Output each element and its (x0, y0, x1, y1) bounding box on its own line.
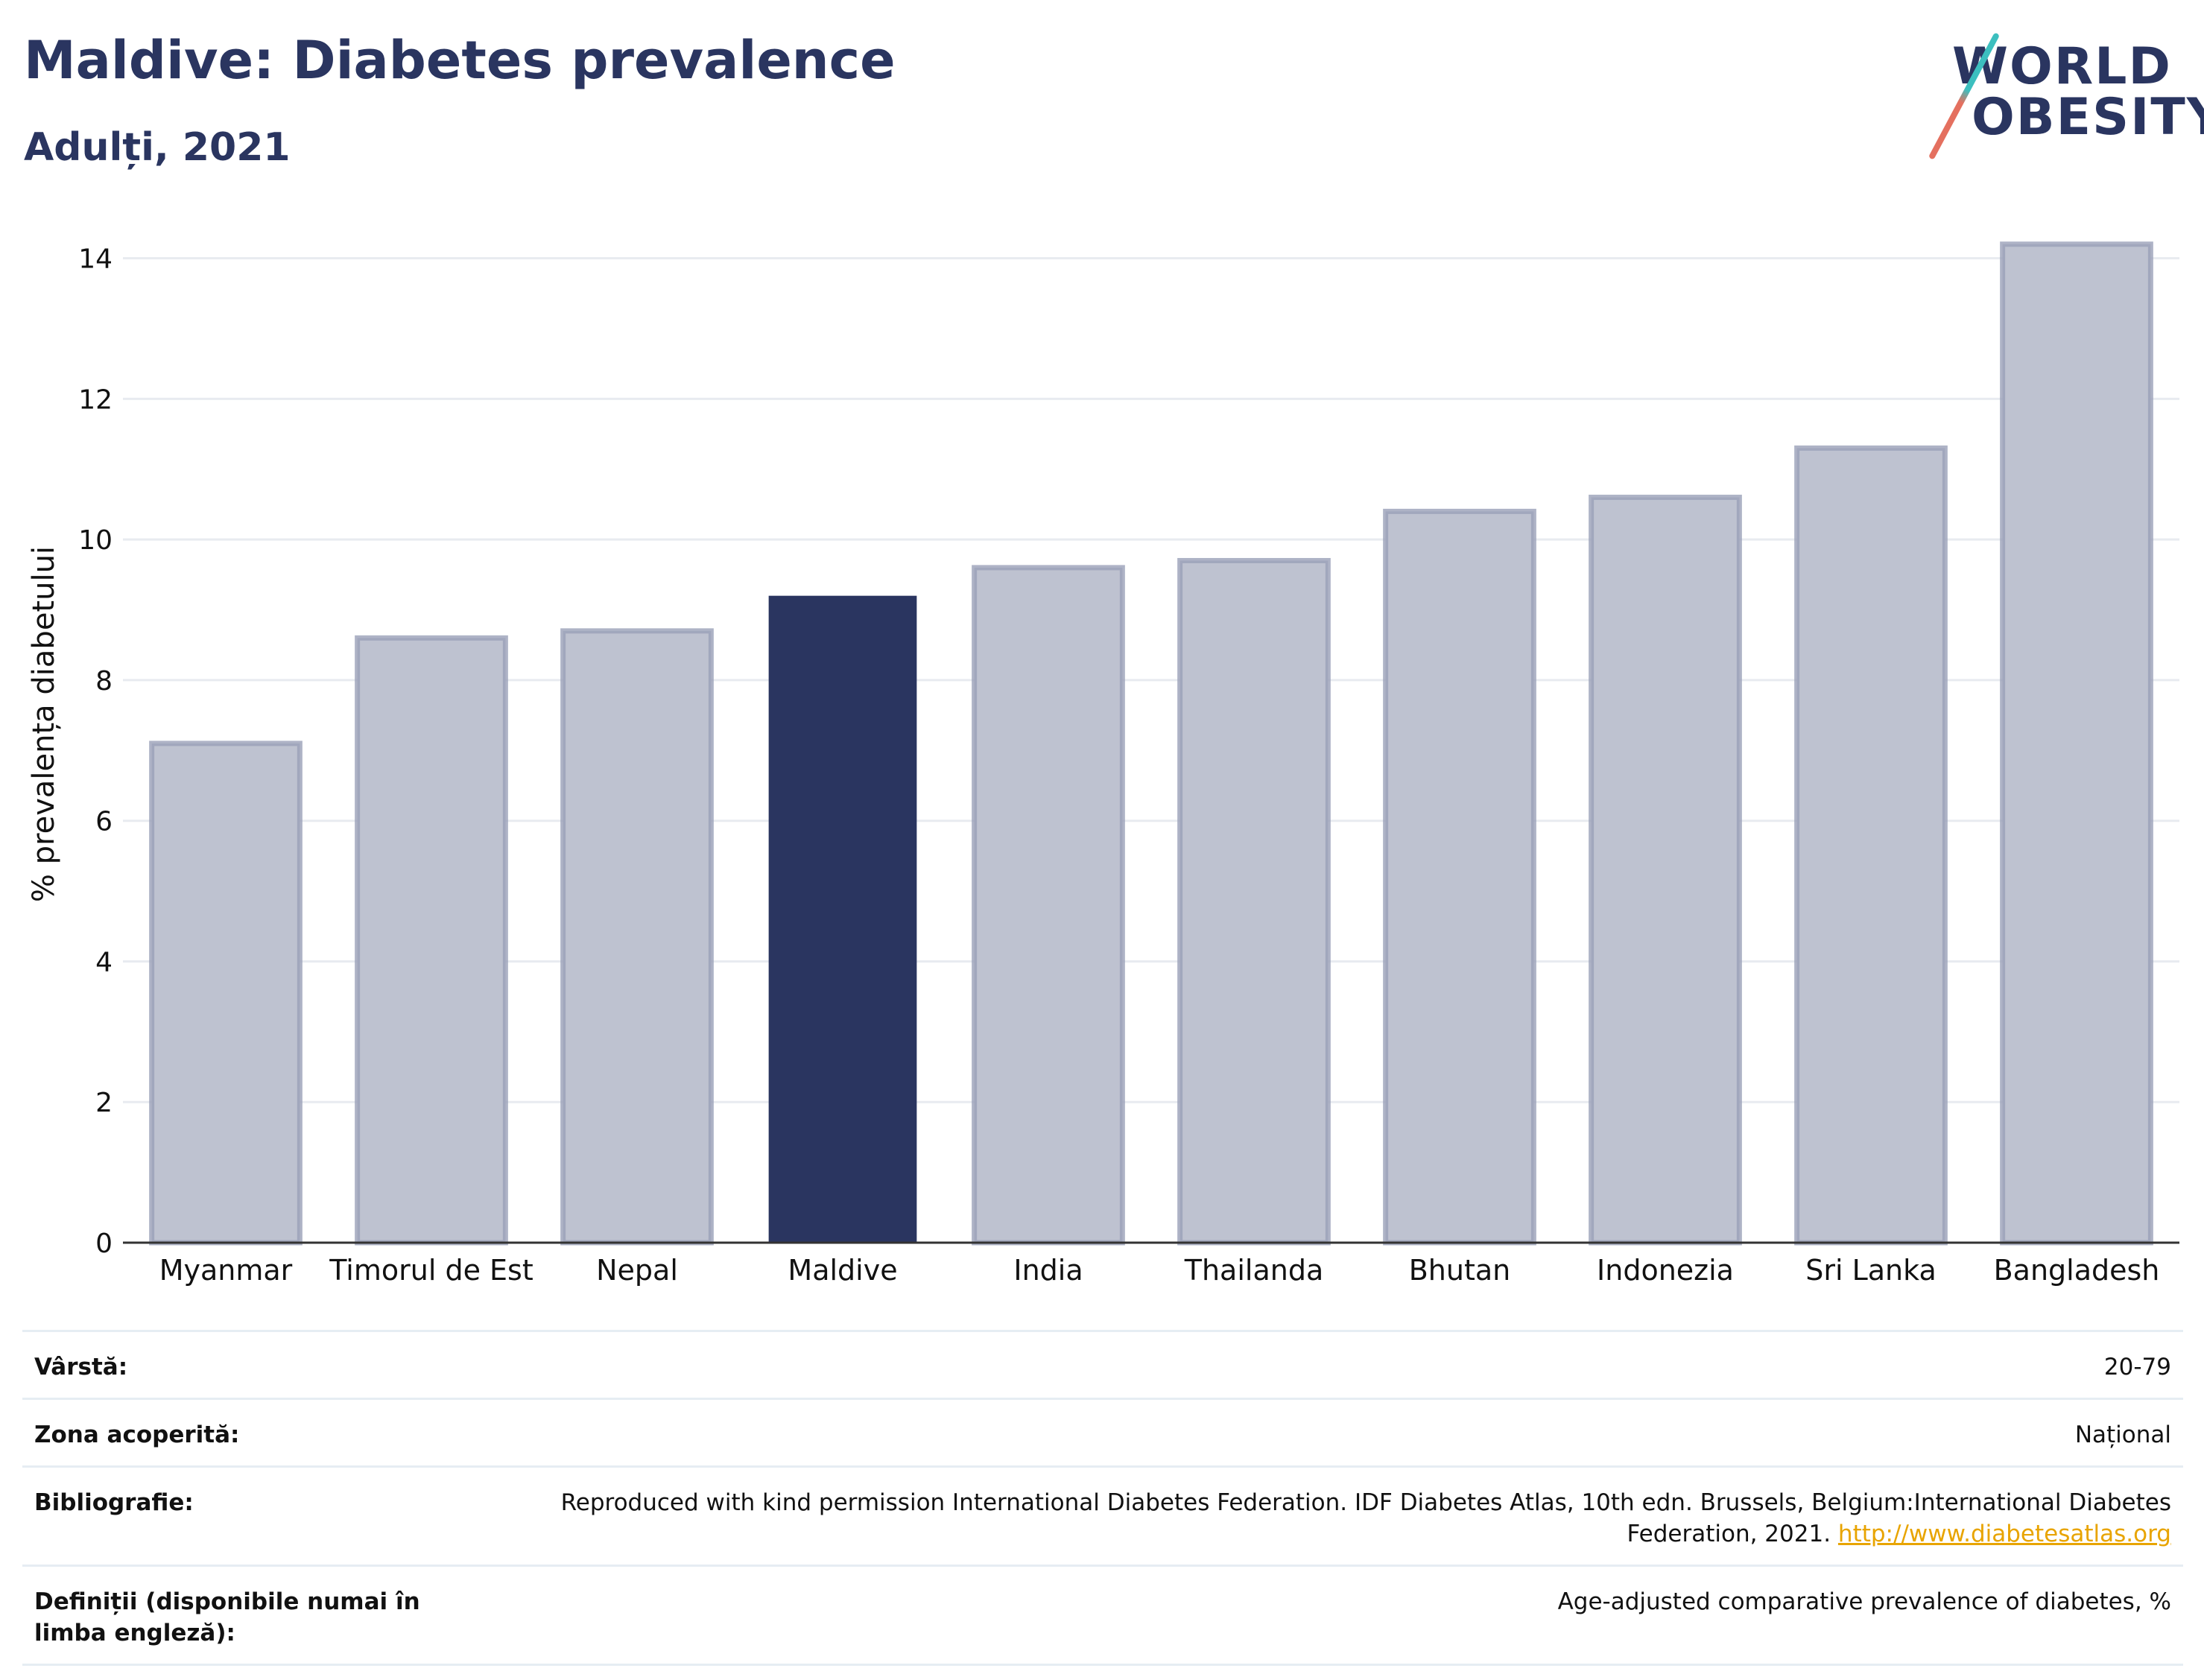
info-table: Vârstă: 20-79 Zona acoperită: Național B… (22, 1330, 2183, 1666)
bar-maldive (768, 595, 917, 1243)
y-tick-label: 14 (78, 244, 113, 275)
x-tick-label: Sri Lanka (1805, 1254, 1937, 1287)
y-tick-label: 10 (78, 525, 113, 556)
x-tick-label: Maldive (788, 1254, 897, 1287)
bar-indonezia (1589, 495, 1742, 1246)
bar-chart: 0 2 4 6 8 10 12 14 Myanmar Timorul de Est Nepal Mal… (27, 241, 2179, 1287)
bar-nepal (560, 628, 714, 1246)
bar-bhutan (1383, 508, 1536, 1246)
info-label: Definiții (disponibile numai în limba en… (22, 1565, 508, 1666)
info-label: Zona acoperită: (22, 1398, 508, 1467)
x-tick-label: Timorul de Est (329, 1254, 533, 1287)
y-tick-label: 4 (95, 947, 113, 977)
y-tick-label: 2 (95, 1088, 113, 1118)
info-value: 20-79 (508, 1330, 2183, 1399)
info-row-age: Vârstă: 20-79 (22, 1330, 2183, 1399)
bar-myanmar (149, 741, 303, 1246)
bar-sri-lanka (1794, 445, 1948, 1246)
bar-timorul-de-est (355, 635, 508, 1246)
bars (149, 241, 2153, 1246)
info-value: Reproduced with kind permission Internat… (508, 1465, 2183, 1566)
info-value: Age-adjusted comparative prevalence of d… (508, 1565, 2183, 1666)
chart-title: Maldive: Diabetes prevalence (24, 30, 896, 91)
bibliography-text: Reproduced with kind permission Internat… (560, 1489, 2171, 1547)
info-row-bibliography: Bibliografie: Reproduced with kind permi… (22, 1465, 2183, 1566)
info-value: Național (508, 1398, 2183, 1467)
x-tick-label: Bangladesh (1994, 1254, 2160, 1287)
info-label: Bibliografie: (22, 1465, 508, 1566)
x-tick-label: Myanmar (159, 1254, 293, 1287)
info-row-definition: Definiții (disponibile numai în limba en… (22, 1565, 2183, 1666)
y-tick-label: 0 (95, 1229, 113, 1259)
x-tick-label: Thailanda (1184, 1254, 1323, 1287)
axes: 0 2 4 6 8 10 12 14 Myanmar Timorul de Est Nepal Mal… (78, 244, 2179, 1287)
x-tick-label: India (1013, 1254, 1083, 1287)
y-tick-label: 8 (95, 666, 113, 697)
info-label: Vârstă: (22, 1330, 508, 1399)
diabetes-atlas-link[interactable]: http://www.diabetesatlas.org (1837, 1521, 2171, 1547)
chart-subtitle: Adulți, 2021 (24, 125, 291, 170)
y-tick-label: 6 (95, 807, 113, 837)
x-tick-label: Bhutan (1409, 1254, 1511, 1287)
y-axis-label: % prevalența diabetului (27, 546, 61, 902)
x-tick-label: Indonezia (1597, 1254, 1734, 1287)
y-tick-label: 12 (78, 384, 113, 415)
bar-thailanda (1177, 557, 1331, 1246)
world-obesity-logo: WORLD OBESITY (1928, 21, 2204, 160)
bar-india (972, 565, 1125, 1246)
logo-word-bottom: OBESITY (1972, 88, 2204, 147)
bar-bangladesh (2000, 241, 2153, 1246)
x-tick-label: Nepal (596, 1254, 678, 1287)
info-row-coverage: Zona acoperită: Național (22, 1398, 2183, 1467)
